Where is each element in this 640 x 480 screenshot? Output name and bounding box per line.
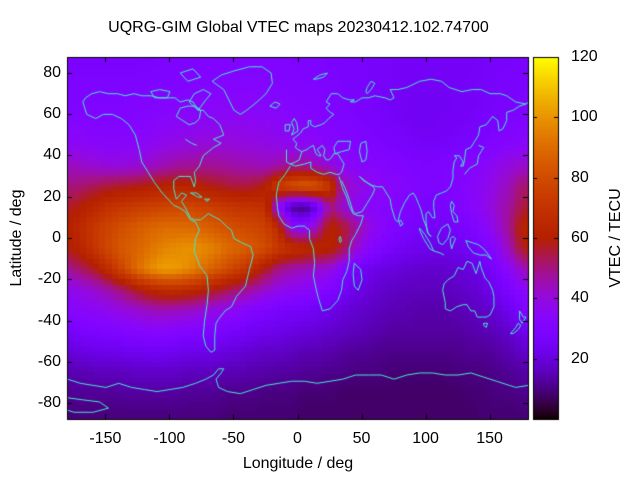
x-tick-label: 100 [412,430,439,447]
x-tick-label: 0 [293,430,302,447]
x-tick-label: 50 [352,430,371,447]
colorbar-tick-label: 60 [571,229,589,246]
y-tick-label: 40 [43,146,61,164]
y-tick-label: 0 [52,229,61,246]
y-tick-label: 80 [43,63,61,81]
y-tick-label: -40 [37,311,61,329]
x-tick-label: -50 [221,430,246,447]
colorbar-tick-label: 80 [571,168,589,186]
y-tick-label: -20 [37,270,61,288]
colorbar-tick-label: 20 [571,349,589,367]
colorbar-tick-label: 100 [571,108,598,126]
chart-title: UQRG-GIM Global VTEC maps 20230412.102.7… [108,19,489,36]
x-axis-label: Longitude / deg [242,455,354,472]
y-tick-label: 20 [43,187,61,205]
y-tick-label: 60 [43,104,61,122]
colorbar-tick-label: 120 [571,48,598,65]
x-tick-label: -100 [153,430,186,447]
x-tick-label: 150 [476,430,503,447]
y-tick-label: -60 [37,353,61,371]
y-axis-label: Latitude / deg [8,189,25,287]
x-tick-label: -150 [89,430,122,447]
y-tick-label: -80 [37,394,61,412]
colorbar-label: VTEC / TECU [607,188,624,288]
colorbar-tick-label: 40 [571,289,589,307]
